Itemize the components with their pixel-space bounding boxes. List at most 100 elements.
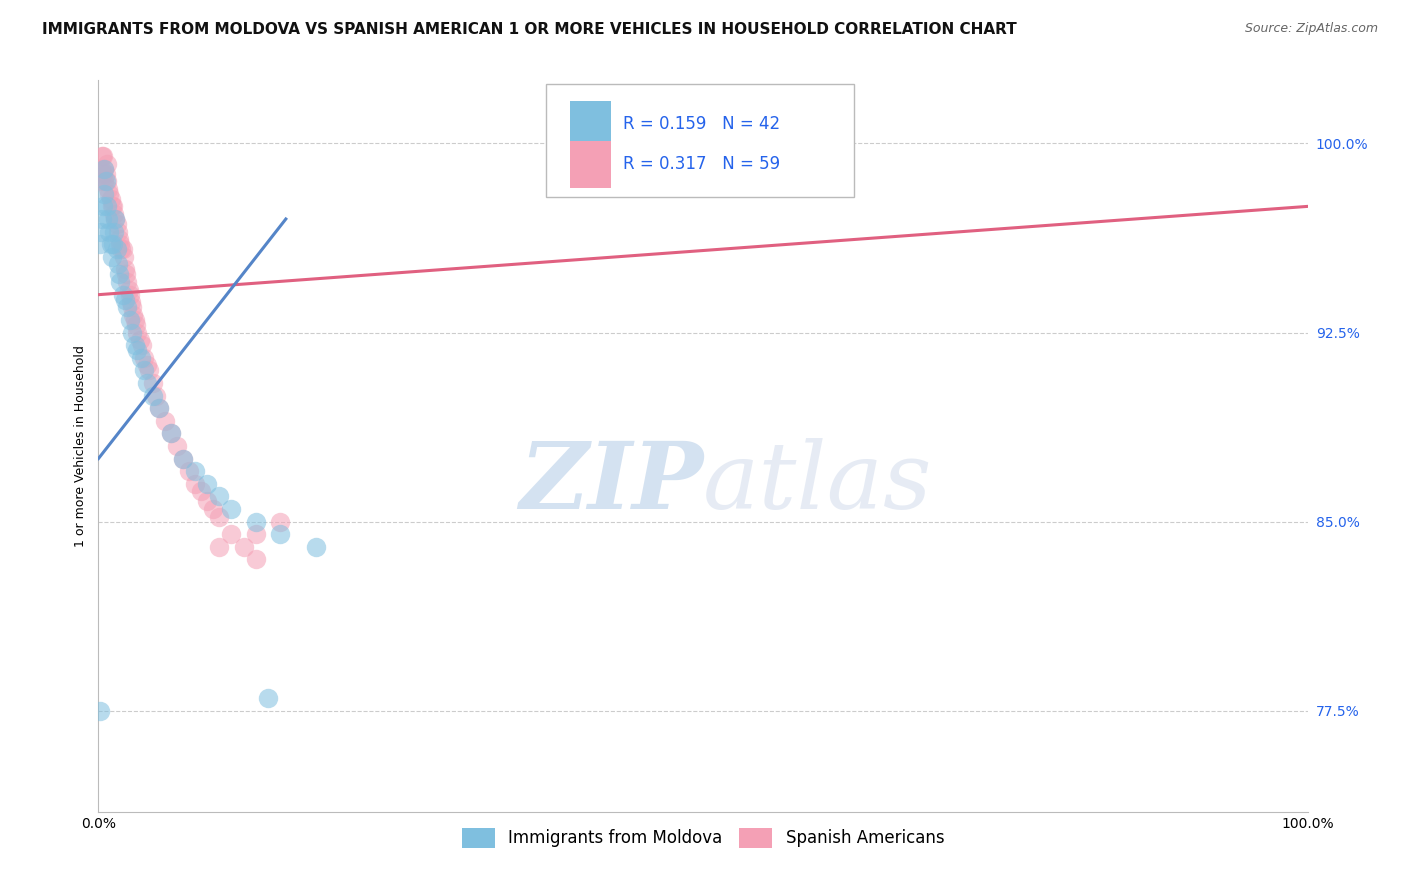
Point xyxy=(103,207,125,221)
Text: IMMIGRANTS FROM MOLDOVA VS SPANISH AMERICAN 1 OR MORE VEHICLES IN HOUSEHOLD CORR: IMMIGRANTS FROM MOLDOVA VS SPANISH AMERI… xyxy=(42,22,1017,37)
Point xyxy=(101,237,124,252)
Point xyxy=(112,250,135,264)
Point xyxy=(128,333,150,347)
Point xyxy=(97,182,120,196)
Point xyxy=(172,451,194,466)
Text: R = 0.159   N = 42: R = 0.159 N = 42 xyxy=(623,115,780,133)
Point xyxy=(172,451,194,466)
Point xyxy=(91,167,114,181)
Point xyxy=(96,156,118,170)
Point xyxy=(122,308,145,322)
Point xyxy=(90,161,112,176)
Point xyxy=(127,343,149,358)
Point xyxy=(98,225,121,239)
Point xyxy=(118,313,141,327)
Point xyxy=(256,691,278,706)
Point xyxy=(269,527,291,541)
Point xyxy=(96,199,118,213)
Point xyxy=(245,552,267,566)
Point xyxy=(166,439,188,453)
Point xyxy=(245,527,267,541)
Point xyxy=(100,199,122,213)
Text: atlas: atlas xyxy=(703,438,932,527)
Point xyxy=(148,401,170,416)
Point xyxy=(104,212,127,227)
Point xyxy=(221,527,243,541)
Point xyxy=(202,502,225,516)
Point xyxy=(129,351,152,365)
Point xyxy=(117,275,139,289)
Point xyxy=(184,476,207,491)
Point xyxy=(148,401,170,416)
FancyBboxPatch shape xyxy=(546,84,855,197)
Point xyxy=(142,388,165,402)
Point xyxy=(115,268,138,282)
Point xyxy=(142,376,165,390)
Point xyxy=(153,414,176,428)
Point xyxy=(160,426,183,441)
Point xyxy=(121,300,143,314)
Point xyxy=(114,262,136,277)
Text: Source: ZipAtlas.com: Source: ZipAtlas.com xyxy=(1244,22,1378,36)
Legend: Immigrants from Moldova, Spanish Americans: Immigrants from Moldova, Spanish America… xyxy=(456,821,950,855)
Point xyxy=(93,161,115,176)
Point xyxy=(96,174,118,188)
Point xyxy=(117,300,139,314)
Point xyxy=(93,174,115,188)
Point xyxy=(90,225,112,239)
Point xyxy=(114,293,136,307)
Point xyxy=(93,161,115,176)
Point xyxy=(195,494,218,508)
Point xyxy=(98,186,121,201)
FancyBboxPatch shape xyxy=(569,141,612,188)
Text: R = 0.317   N = 59: R = 0.317 N = 59 xyxy=(623,155,780,173)
Point xyxy=(131,338,153,352)
Point xyxy=(179,464,201,478)
Point xyxy=(89,174,111,188)
Point xyxy=(93,186,115,201)
Point xyxy=(100,237,122,252)
Point xyxy=(124,338,146,352)
FancyBboxPatch shape xyxy=(569,101,612,147)
Point xyxy=(110,242,132,256)
Point xyxy=(145,388,167,402)
Point xyxy=(108,268,131,282)
Point xyxy=(127,326,149,340)
Point xyxy=(91,149,114,163)
Point xyxy=(91,149,114,163)
Point xyxy=(91,212,114,227)
Point xyxy=(134,351,156,365)
Point xyxy=(103,225,125,239)
Point xyxy=(208,509,231,524)
Point xyxy=(208,540,231,554)
Point xyxy=(118,283,141,297)
Point xyxy=(138,363,160,377)
Point xyxy=(305,540,328,554)
Point xyxy=(134,363,156,377)
Point xyxy=(135,376,157,390)
Point xyxy=(184,464,207,478)
Point xyxy=(221,502,243,516)
Point xyxy=(89,704,111,718)
Point xyxy=(125,318,148,332)
Point xyxy=(245,515,267,529)
Point xyxy=(135,359,157,373)
Point xyxy=(269,515,291,529)
Point xyxy=(124,313,146,327)
Point xyxy=(232,540,254,554)
Point xyxy=(108,275,131,289)
Point xyxy=(111,287,134,301)
Point xyxy=(97,212,120,227)
Point xyxy=(89,237,111,252)
Point xyxy=(94,174,117,188)
Point xyxy=(208,490,231,504)
Point xyxy=(105,242,128,256)
Y-axis label: 1 or more Vehicles in Household: 1 or more Vehicles in Household xyxy=(75,345,87,547)
Point xyxy=(105,217,128,231)
Point xyxy=(121,326,143,340)
Point xyxy=(118,287,141,301)
Point xyxy=(107,257,129,271)
Point xyxy=(195,476,218,491)
Point xyxy=(101,199,124,213)
Point xyxy=(160,426,183,441)
